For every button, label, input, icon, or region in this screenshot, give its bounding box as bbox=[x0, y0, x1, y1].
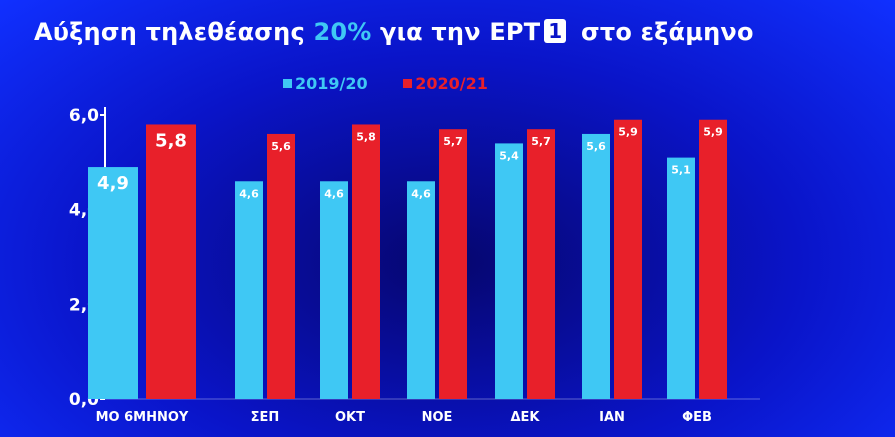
bar-2020 bbox=[699, 119, 727, 399]
y-tick-label: 6,0 bbox=[69, 106, 99, 126]
legend-item-2019: 2019/20 bbox=[283, 74, 368, 93]
chart-title: Αύξηση τηλεθέασης 20% για την ΕΡΤ 1 στο ε… bbox=[34, 18, 754, 46]
bar-2019 bbox=[407, 181, 435, 399]
bar-2019 bbox=[320, 181, 348, 399]
bar-value-label: 4,9 bbox=[97, 173, 129, 194]
title-prefix: Αύξηση τηλεθέασης bbox=[34, 18, 305, 46]
title-middle: για την bbox=[380, 18, 481, 46]
bar-value-label: 5,6 bbox=[586, 140, 606, 153]
bar-2020 bbox=[267, 133, 295, 399]
title-brand: ΕΡΤ bbox=[489, 18, 541, 46]
legend-label-2019: 2019/20 bbox=[295, 74, 368, 93]
legend-label-2020: 2020/21 bbox=[415, 74, 488, 93]
legend-swatch-2019 bbox=[283, 79, 292, 88]
bar-2019 bbox=[88, 167, 138, 399]
bar-value-label: 5,4 bbox=[499, 149, 519, 162]
bar-value-label: 5,7 bbox=[443, 135, 463, 148]
bar-value-label: 4,6 bbox=[239, 187, 259, 200]
bar-value-label: 5,8 bbox=[155, 130, 187, 151]
x-category-label: ΟΚΤ bbox=[335, 410, 365, 425]
x-category-label: ΜΟ 6ΜΗΝΟΥ bbox=[96, 410, 189, 425]
title-highlight: 20% bbox=[313, 18, 372, 46]
bar-2020 bbox=[352, 124, 380, 399]
bar-2019 bbox=[495, 143, 523, 399]
bar-value-label: 5,1 bbox=[671, 164, 691, 177]
bar-value-label: 4,6 bbox=[324, 187, 344, 200]
bar-value-label: 5,6 bbox=[271, 140, 291, 153]
bar-2019 bbox=[235, 181, 263, 399]
x-category-label: ΙΑΝ bbox=[599, 410, 625, 425]
bar-2019 bbox=[582, 133, 610, 399]
x-category-label: ΣΕΠ bbox=[251, 410, 280, 425]
bar-value-label: 5,7 bbox=[531, 135, 551, 148]
bar-value-label: 4,6 bbox=[411, 187, 431, 200]
x-category-label: ΔΕΚ bbox=[510, 410, 540, 425]
bar-2020 bbox=[146, 124, 196, 399]
x-category-label: ΦΕΒ bbox=[682, 410, 712, 425]
bar-2020 bbox=[614, 119, 642, 399]
bar-2019 bbox=[667, 157, 695, 399]
title-suffix: στο εξάμηνο bbox=[580, 18, 754, 46]
legend-item-2020: 2020/21 bbox=[403, 74, 488, 93]
bar-2020 bbox=[439, 129, 467, 399]
x-category-label: ΝΟΕ bbox=[422, 410, 453, 425]
bar-2020 bbox=[527, 129, 555, 399]
chart-legend: 2019/20 2020/21 bbox=[283, 74, 518, 93]
ert-logo-box: 1 bbox=[544, 19, 567, 43]
bar-value-label: 5,9 bbox=[703, 126, 723, 139]
legend-swatch-2020 bbox=[403, 79, 413, 88]
bar-value-label: 5,8 bbox=[356, 130, 376, 143]
bar-value-label: 5,9 bbox=[618, 126, 638, 139]
